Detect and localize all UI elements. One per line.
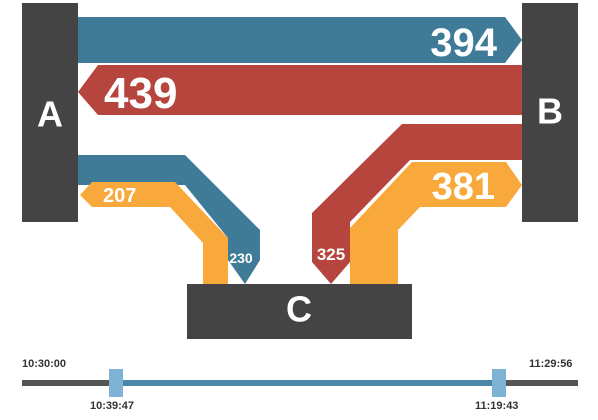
flow-b-to-a	[78, 65, 522, 115]
flow-a-to-b-label: 394	[430, 21, 497, 65]
flow-c-to-b-label: 381	[432, 166, 495, 208]
node-c[interactable]	[187, 284, 412, 339]
flow-c-to-a-label: 207	[103, 185, 136, 207]
flow-a-to-b	[78, 17, 522, 63]
flow-a-to-c-label: 230	[229, 250, 253, 266]
timeline-handle-right[interactable]	[492, 369, 506, 397]
node-b[interactable]	[522, 3, 578, 222]
node-a-label: A	[37, 94, 63, 135]
node-a[interactable]	[22, 3, 78, 222]
flow-c-to-a	[80, 182, 228, 284]
flow-b-to-c	[312, 124, 522, 284]
timeline-handle-left-label: 10:39:47	[90, 400, 135, 412]
flow-a-to-c	[78, 155, 260, 284]
flow-b-to-a-label: 439	[104, 69, 177, 118]
timeline-start-label: 10:30:00	[22, 358, 67, 370]
node-c-label: C	[286, 289, 312, 330]
flow-b-to-c-label: 325	[317, 245, 345, 264]
flow-c-to-b	[350, 162, 522, 284]
timeline-end-label: 11:29:56	[529, 358, 573, 370]
timeline-handle-right-label: 11:19:43	[475, 400, 519, 412]
timeline-handle-left[interactable]	[109, 369, 123, 397]
timeline-selected-range[interactable]	[116, 380, 500, 386]
node-b-label: B	[537, 91, 563, 132]
